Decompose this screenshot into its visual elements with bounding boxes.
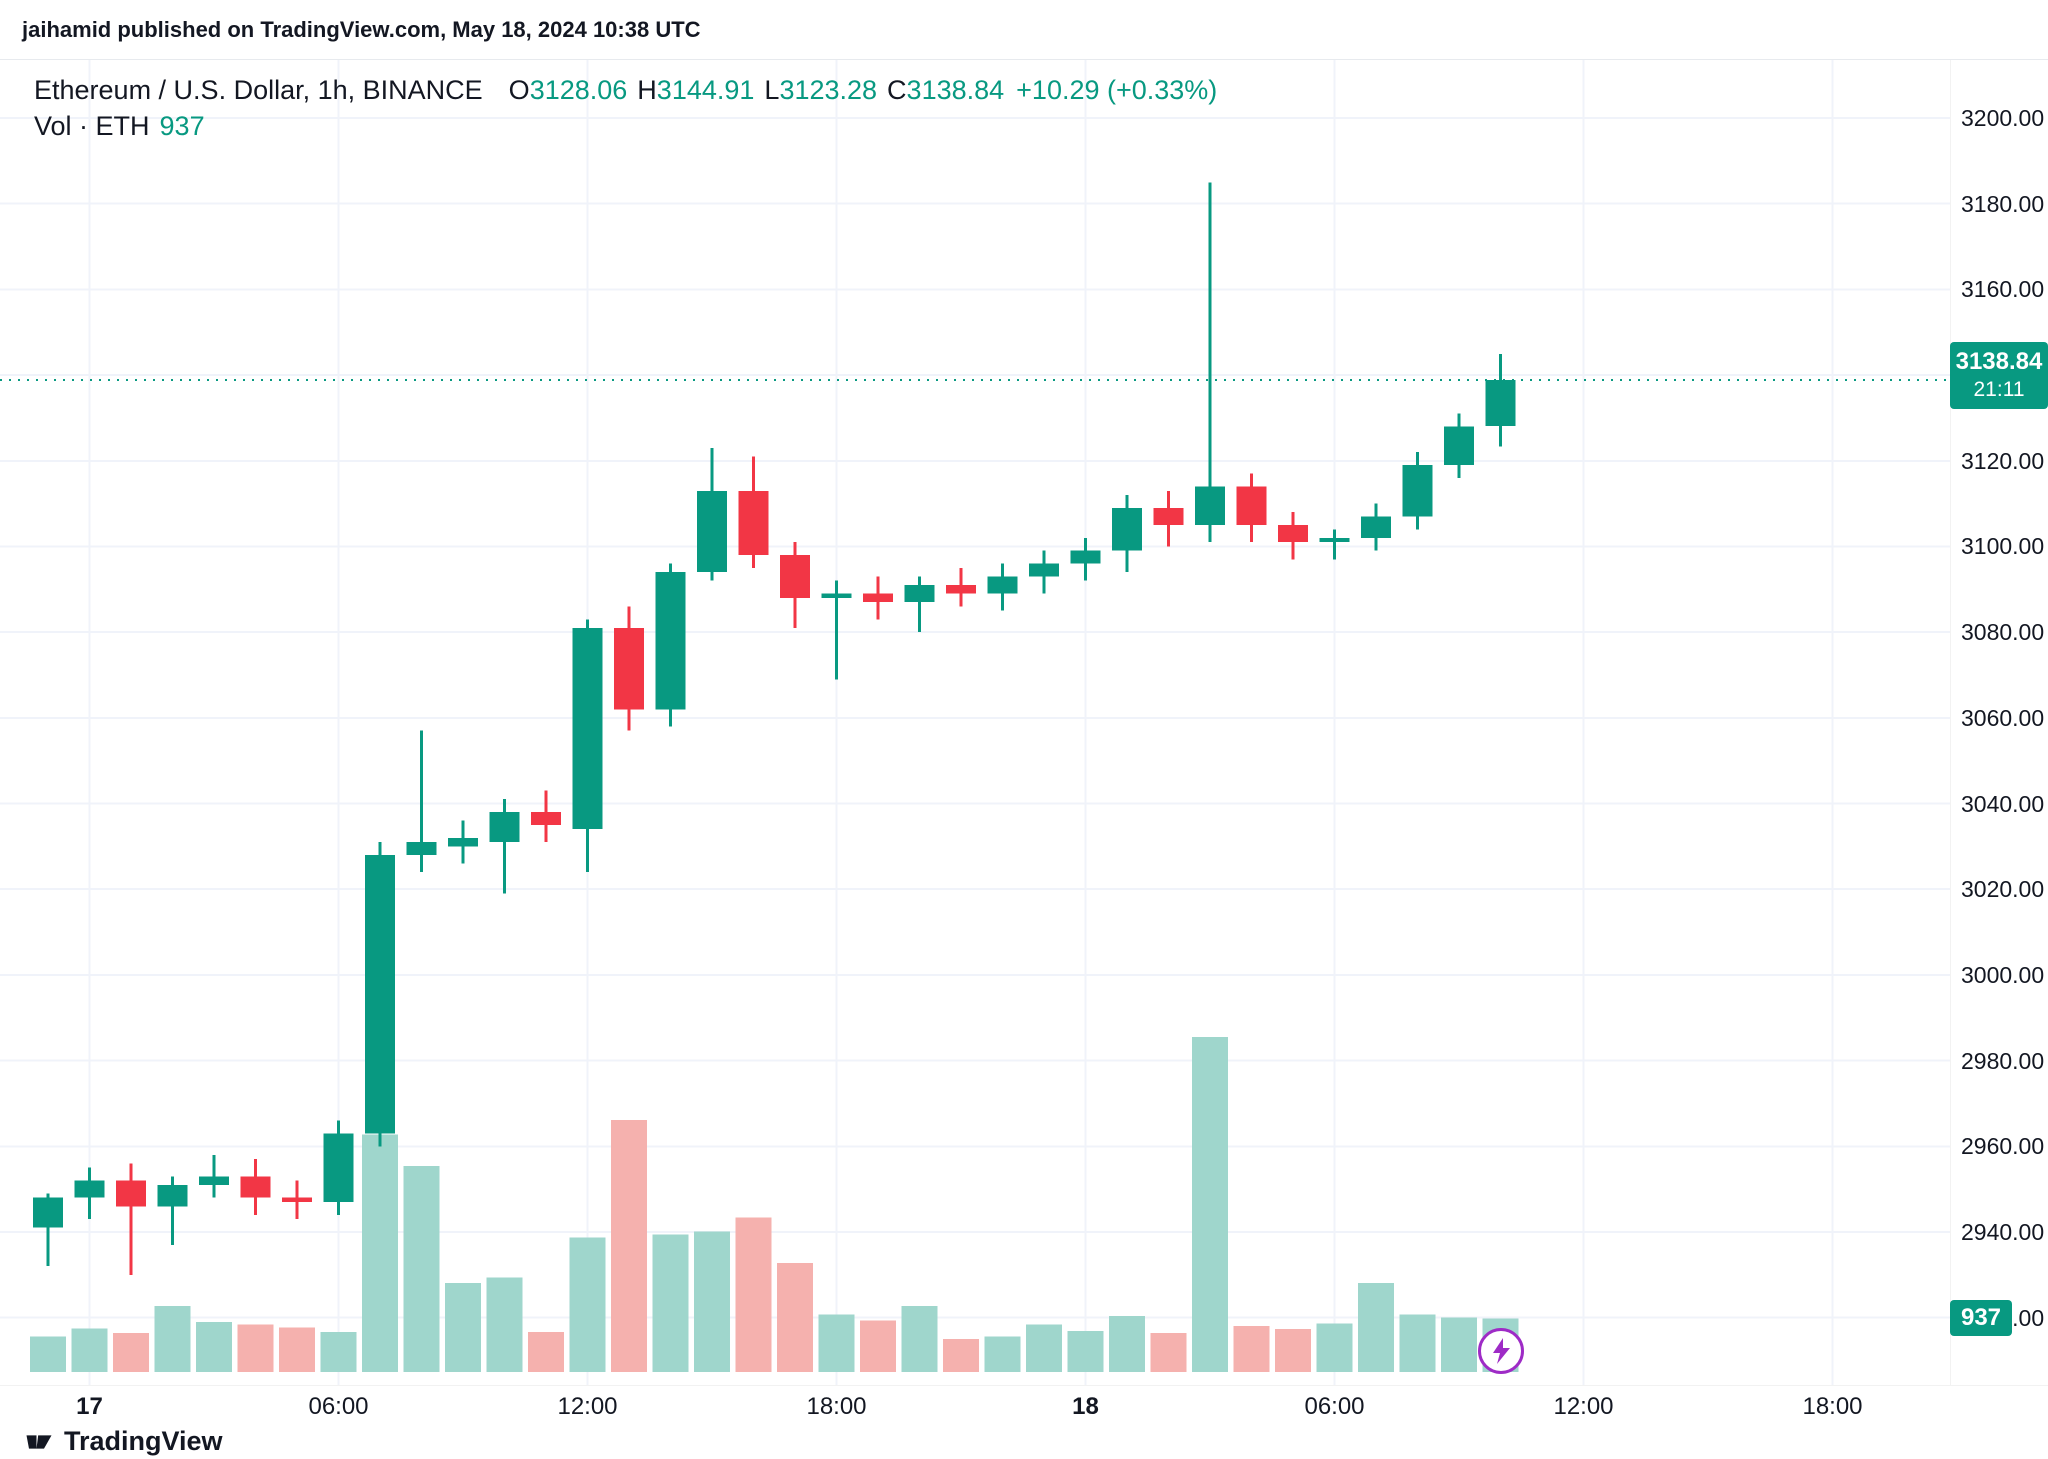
price-axis-label: 3200.00: [1961, 105, 2045, 131]
volume-label[interactable]: Vol · ETH: [34, 111, 150, 141]
price-axis-label: 3160.00: [1961, 276, 2045, 303]
low-label: L: [764, 75, 780, 105]
time-axis-label: 18: [1072, 1393, 1099, 1420]
close-label: C: [887, 75, 907, 105]
price-axis-label: 3120.00: [1961, 447, 2045, 474]
price-axis-label: 3060.00: [1961, 704, 2045, 731]
price-axis-label: 2980.00: [1961, 1047, 2045, 1074]
footer: TradingView: [0, 1424, 2048, 1459]
symbol-title[interactable]: Ethereum / U.S. Dollar, 1h, BINANCE: [34, 75, 483, 105]
close-value: 3138.84: [906, 75, 1005, 105]
price-axis-label: 3000.00: [1961, 961, 2045, 988]
time-axis-label: 17: [76, 1393, 103, 1420]
legend-volume-row: Vol · ETH 937: [34, 108, 1217, 144]
current-volume-badge: 937: [1950, 1300, 2012, 1337]
price-axis[interactable]: 3200.003180.003160.003140.003120.003100.…: [1950, 60, 2048, 1385]
low-value: 3123.28: [779, 75, 878, 105]
time-axis-label: 12:00: [557, 1393, 618, 1420]
bar-countdown: 21:11: [1973, 378, 2025, 402]
high-label: H: [637, 75, 657, 105]
flash-marker-button[interactable]: [1477, 1328, 1524, 1374]
price-chart-canvas[interactable]: [0, 60, 1950, 1385]
open-label: O: [508, 75, 530, 105]
time-axis-label: 18:00: [1802, 1393, 1863, 1420]
price-axis-label: 2960.00: [1961, 1133, 2045, 1160]
lightning-icon: [1492, 1338, 1510, 1364]
price-axis-label: 3080.00: [1961, 619, 2045, 646]
attribution-text: jaihamid published on TradingView.com, M…: [22, 16, 701, 42]
time-axis-label: 12:00: [1553, 1393, 1614, 1420]
chart-area[interactable]: Ethereum / U.S. Dollar, 1h, BINANCE O3128…: [0, 60, 2048, 1385]
change-value: +10.29 (+0.33%): [1016, 75, 1218, 105]
high-value: 3144.91: [656, 75, 755, 105]
time-axis-label: 06:00: [308, 1393, 369, 1420]
tradingview-logo-icon[interactable]: [24, 1427, 54, 1457]
tradingview-brand-text[interactable]: TradingView: [64, 1426, 223, 1456]
price-axis-label: 2940.00: [1961, 1218, 2045, 1245]
time-axis-label: 18:00: [806, 1393, 867, 1420]
price-axis-label: 3180.00: [1961, 190, 2045, 217]
price-axis-label: 3020.00: [1961, 876, 2045, 903]
time-axis[interactable]: 17 06:00 12:00 18:00 18 06:00 12:00 18:00: [0, 1385, 2048, 1426]
price-axis-label: 3040.00: [1961, 790, 2045, 817]
open-value: 3128.06: [529, 75, 628, 105]
volume-value: 937: [159, 111, 205, 141]
attribution-bar: jaihamid published on TradingView.com, M…: [0, 0, 2048, 60]
time-axis-label: 06:00: [1304, 1393, 1365, 1420]
current-price-value: 3138.84: [1955, 348, 2043, 376]
current-price-badge: 3138.84 21:11: [1950, 342, 2048, 410]
legend-ohlc-row: Ethereum / U.S. Dollar, 1h, BINANCE O3128…: [34, 72, 1217, 108]
chart-legend[interactable]: Ethereum / U.S. Dollar, 1h, BINANCE O3128…: [34, 72, 1217, 144]
price-axis-label: 3100.00: [1961, 533, 2045, 560]
